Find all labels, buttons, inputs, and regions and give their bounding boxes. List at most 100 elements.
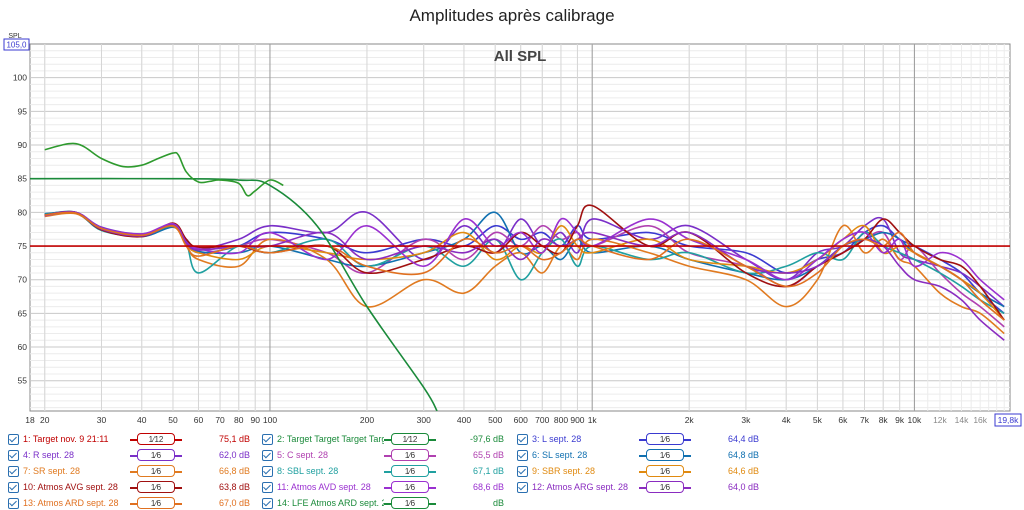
smoothing-control[interactable]: 1⁄6 bbox=[384, 497, 436, 509]
x-tick-label: 5k bbox=[813, 415, 823, 425]
smoothing-label: 1⁄6 bbox=[646, 433, 684, 445]
x-tick-label: 8k bbox=[879, 415, 889, 425]
checkbox-icon[interactable] bbox=[262, 465, 273, 477]
checkbox-icon[interactable] bbox=[8, 481, 19, 493]
y-tick-label: 60 bbox=[18, 342, 28, 352]
checkbox-icon[interactable] bbox=[262, 433, 273, 445]
legend-item[interactable]: 10: Atmos AVG sept. 28 1⁄6 63,8 dB bbox=[8, 480, 250, 494]
smoothing-control[interactable]: 1⁄6 bbox=[639, 433, 691, 445]
x-tick-label: 70 bbox=[215, 415, 225, 425]
x-tick-label: 2k bbox=[685, 415, 695, 425]
checkbox-icon[interactable] bbox=[517, 433, 528, 445]
checkbox-icon[interactable] bbox=[262, 481, 273, 493]
legend-label: 1: Target nov. 9 21:11 bbox=[23, 434, 109, 444]
legend-value: dB bbox=[492, 498, 504, 508]
legend-value: 66,8 dB bbox=[218, 466, 250, 476]
legend-item[interactable]: 5: C sept. 28 1⁄6 65,5 dB bbox=[262, 448, 504, 462]
series-line bbox=[44, 210, 1005, 315]
smoothing-control[interactable]: 1⁄6 bbox=[639, 449, 691, 461]
y-max-readout: 105,0 bbox=[6, 41, 27, 50]
x-tick-label: 600 bbox=[514, 415, 528, 425]
x-max-readout-box bbox=[994, 413, 1022, 427]
smoothing-label: 1⁄6 bbox=[137, 449, 175, 461]
legend-label: 4: R sept. 28 bbox=[23, 450, 75, 460]
x-tick-label: 80 bbox=[234, 415, 244, 425]
legend-value: 62,0 dB bbox=[218, 450, 250, 460]
checkbox-icon[interactable] bbox=[8, 433, 19, 445]
y-tick-label: 95 bbox=[18, 106, 28, 116]
x-tick-label: 6k bbox=[838, 415, 848, 425]
smoothing-label: 1⁄12 bbox=[137, 433, 175, 445]
legend-label: 2: Target Target Target Target 1 bbox=[277, 434, 384, 444]
smoothing-label: 1⁄6 bbox=[137, 497, 175, 509]
x-tick-label: 20 bbox=[40, 415, 50, 425]
legend-item[interactable]: 4: R sept. 28 1⁄6 62,0 dB bbox=[8, 448, 250, 462]
x-tick-label: 500 bbox=[488, 415, 502, 425]
smoothing-control[interactable]: 1⁄6 bbox=[130, 497, 182, 509]
y-axis-label: SPL bbox=[8, 33, 21, 40]
legend-item[interactable]: 9: SBR sept. 28 1⁄6 64,6 dB bbox=[517, 464, 759, 478]
smoothing-control[interactable]: 1⁄6 bbox=[384, 465, 436, 477]
legend-item[interactable]: 3: L sept. 28 1⁄6 64,4 dB bbox=[517, 432, 759, 446]
checkbox-icon[interactable] bbox=[517, 481, 528, 493]
x-tick-label: 700 bbox=[535, 415, 549, 425]
x-tick-label: 100 bbox=[263, 415, 277, 425]
checkbox-icon[interactable] bbox=[517, 465, 528, 477]
smoothing-control[interactable]: 1⁄12 bbox=[384, 433, 436, 445]
legend-label: 12: Atmos ARG sept. 28 bbox=[532, 482, 629, 492]
smoothing-label: 1⁄6 bbox=[391, 449, 429, 461]
x-tick-label: 9k bbox=[895, 415, 905, 425]
smoothing-label: 1⁄6 bbox=[646, 465, 684, 477]
legend-item[interactable]: 12: Atmos ARG sept. 28 1⁄6 64,0 dB bbox=[517, 480, 759, 494]
smoothing-control[interactable]: 1⁄6 bbox=[130, 449, 182, 461]
checkbox-icon[interactable] bbox=[8, 465, 19, 477]
series-line bbox=[44, 142, 284, 197]
smoothing-control[interactable]: 1⁄6 bbox=[384, 449, 436, 461]
legend-label: 11: Atmos AVD sept. 28 bbox=[277, 482, 371, 492]
legend-item[interactable]: 8: SBL sept. 28 1⁄6 67,1 dB bbox=[262, 464, 504, 478]
smoothing-label: 1⁄6 bbox=[646, 481, 684, 493]
legend-item[interactable]: 13: Atmos ARD sept. 28 1⁄6 67,0 dB bbox=[8, 496, 250, 510]
smoothing-control[interactable]: 1⁄6 bbox=[384, 481, 436, 493]
y-tick-label: 100 bbox=[13, 73, 27, 83]
smoothing-label: 1⁄6 bbox=[137, 465, 175, 477]
legend-label: 9: SBR sept. 28 bbox=[532, 466, 596, 476]
legend-item[interactable]: 14: LFE Atmos ARD sept. 28 1⁄6 dB bbox=[262, 496, 504, 510]
smoothing-control[interactable]: 1⁄6 bbox=[639, 465, 691, 477]
x-tick-label: 14k bbox=[955, 415, 969, 425]
smoothing-label: 1⁄6 bbox=[391, 481, 429, 493]
legend-item[interactable]: 1: Target nov. 9 21:11 1⁄12 75,1 dB bbox=[8, 432, 250, 446]
x-tick-label: 30 bbox=[97, 415, 107, 425]
legend-label: 7: SR sept. 28 bbox=[23, 466, 81, 476]
checkbox-icon[interactable] bbox=[517, 449, 528, 461]
smoothing-control[interactable]: 1⁄6 bbox=[130, 481, 182, 493]
legend-item[interactable]: 7: SR sept. 28 1⁄6 66,8 dB bbox=[8, 464, 250, 478]
x-tick-label: 400 bbox=[457, 415, 471, 425]
smoothing-control[interactable]: 1⁄6 bbox=[130, 465, 182, 477]
legend-value: 64,8 dB bbox=[727, 450, 759, 460]
smoothing-control[interactable]: 1⁄6 bbox=[639, 481, 691, 493]
page-title: Amplitudes après calibrage bbox=[409, 6, 615, 25]
legend-item[interactable]: 2: Target Target Target Target 1 1⁄12 -97,… bbox=[262, 432, 504, 446]
legend-item[interactable]: 6: SL sept. 28 1⁄6 64,8 dB bbox=[517, 448, 759, 462]
chart-title: All SPL bbox=[494, 48, 547, 65]
legend-label: 3: L sept. 28 bbox=[532, 434, 582, 444]
x-tick-label: 900 bbox=[570, 415, 584, 425]
legend-value: 65,5 dB bbox=[472, 450, 504, 460]
plot-area bbox=[29, 43, 1011, 412]
x-tick-label: 16k bbox=[973, 415, 987, 425]
y-tick-label: 65 bbox=[18, 308, 28, 318]
checkbox-icon[interactable] bbox=[262, 449, 273, 461]
legend-value: 64,6 dB bbox=[727, 466, 759, 476]
x-tick-label: 3k bbox=[741, 415, 751, 425]
x-tick-label: 200 bbox=[360, 415, 374, 425]
x-tick-label: 50 bbox=[168, 415, 178, 425]
x-tick-label: 60 bbox=[194, 415, 204, 425]
x-tick-label: 12k bbox=[933, 415, 947, 425]
smoothing-control[interactable]: 1⁄12 bbox=[130, 433, 182, 445]
legend-label: 10: Atmos AVG sept. 28 bbox=[23, 482, 118, 492]
legend-item[interactable]: 11: Atmos AVD sept. 28 1⁄6 68,6 dB bbox=[262, 480, 504, 494]
checkbox-icon[interactable] bbox=[8, 449, 19, 461]
